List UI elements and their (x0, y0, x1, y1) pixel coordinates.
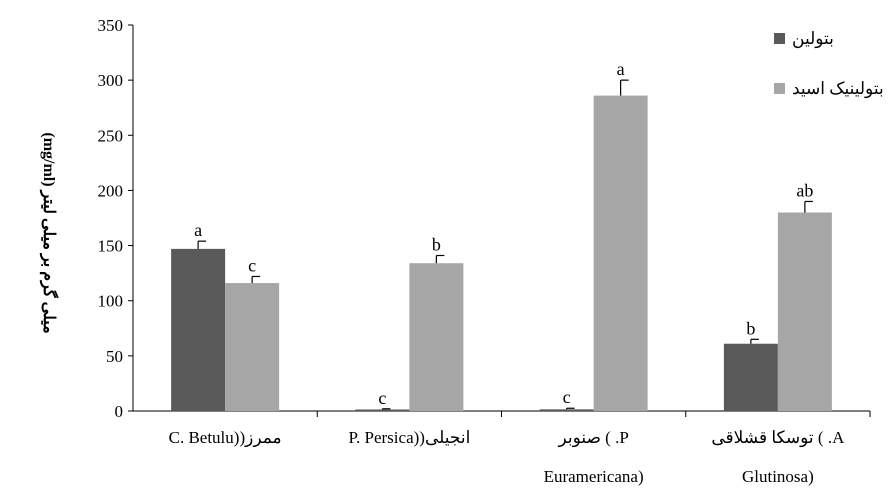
y-tick-label: 100 (98, 292, 124, 311)
bar (593, 95, 648, 411)
category-label: Euramericana) (544, 467, 644, 486)
bar (777, 212, 832, 411)
legend-swatch (774, 33, 785, 44)
bar (723, 343, 778, 411)
y-axis-label: میلی گرم بر میلی لیتر (mg/ml) (39, 132, 59, 333)
significance-letter: c (563, 387, 571, 407)
significance-letter: b (432, 234, 441, 254)
y-tick-labels: 0 50 100 150 200 250 300 350 (98, 16, 124, 421)
y-tick-label: 0 (115, 402, 124, 421)
y-tick-label: 200 (98, 181, 124, 200)
y-tick-label: 300 (98, 71, 124, 90)
category-label: Glutinosa) (742, 467, 814, 486)
legend-label: بتولین (792, 29, 834, 49)
bar (355, 409, 410, 411)
significance-letter: b (746, 318, 755, 338)
bar (225, 283, 280, 411)
bars: a c c b c b a ab (171, 59, 832, 411)
bar (409, 263, 464, 411)
y-tick-label: 250 (98, 126, 124, 145)
category-labels: C. Betulu))ممرز P. Persica))انجیلی صنوبر (… (169, 428, 845, 486)
bar (539, 409, 594, 411)
significance-letter: a (194, 220, 202, 240)
category-label: توسکا قشلاقی ( .A (711, 428, 845, 448)
legend-label: بتولینیک اسید (792, 79, 884, 99)
legend: بتولین بتولینیک اسید (774, 29, 884, 99)
legend-swatch (774, 83, 785, 94)
category-label: C. Betulu))ممرز (169, 428, 282, 448)
y-tick-label: 150 (98, 237, 124, 256)
significance-letter: c (378, 388, 386, 408)
significance-letter: a (617, 59, 625, 79)
significance-letter: c (248, 255, 256, 275)
significance-letter: ab (796, 180, 813, 200)
category-label: صنوبر ( .P (557, 428, 628, 448)
y-tick-label: 350 (98, 16, 124, 35)
y-tick-label: 50 (106, 347, 123, 366)
bar (171, 248, 226, 411)
category-label: P. Persica))انجیلی (348, 428, 470, 447)
